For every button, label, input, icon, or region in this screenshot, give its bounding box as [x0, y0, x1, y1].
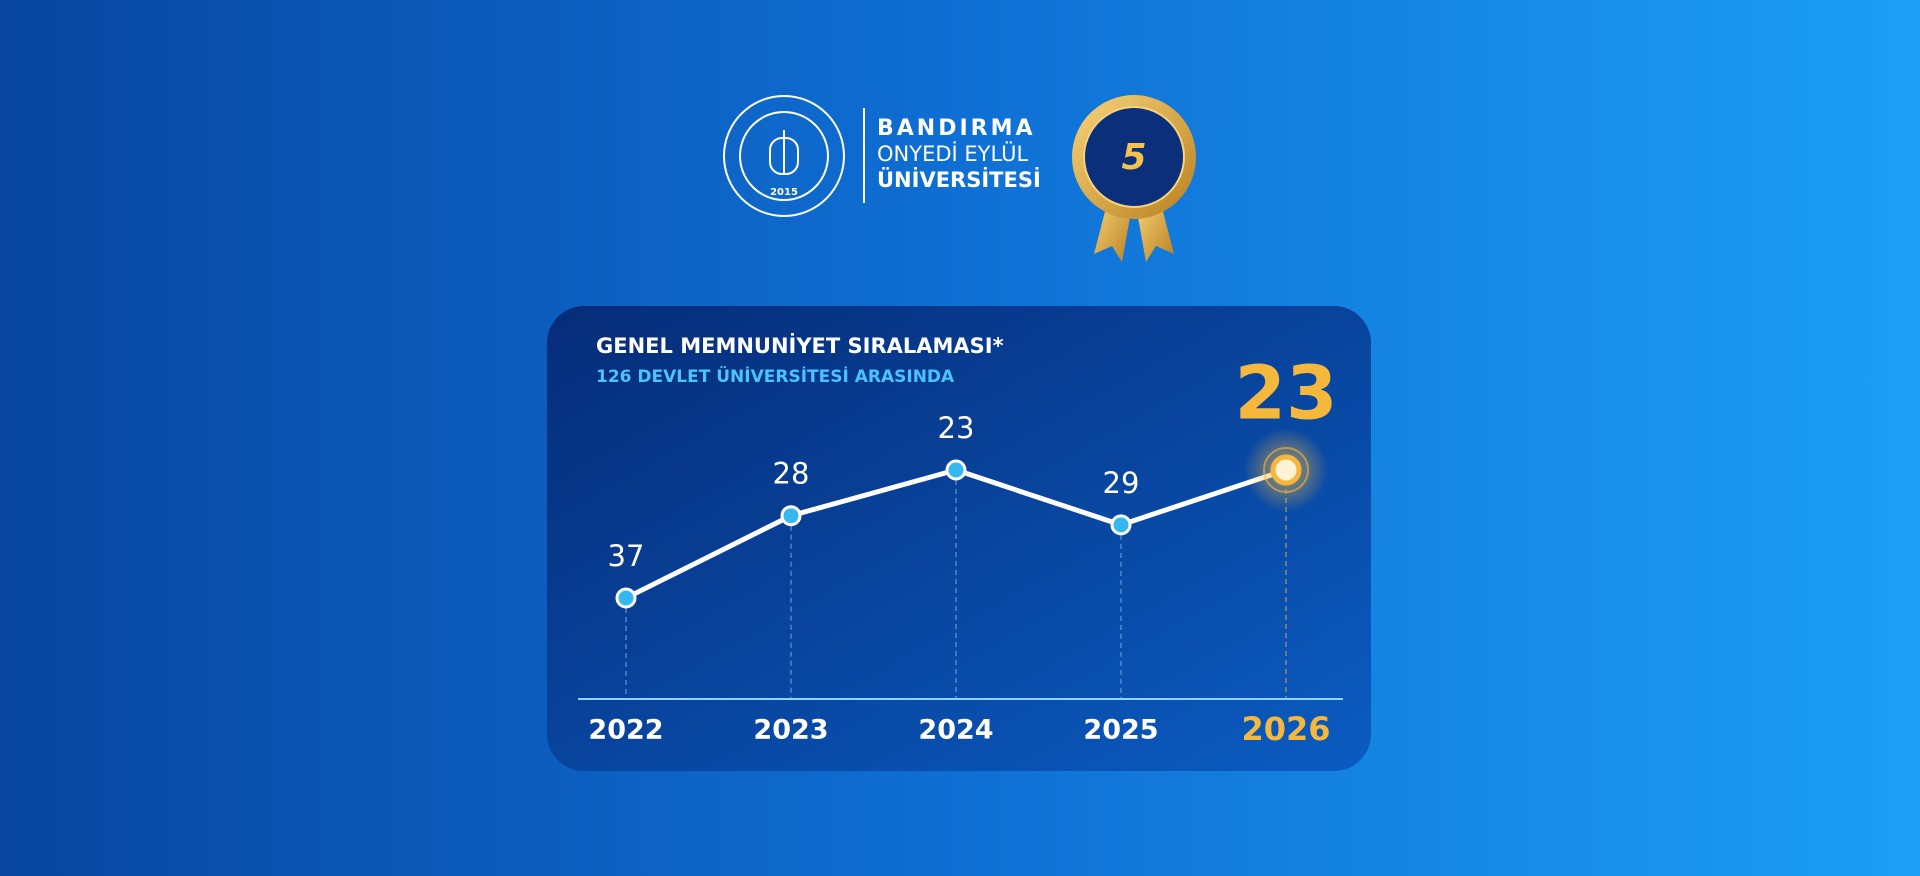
- brand-line: ONYEDİ EYLÜL: [877, 141, 1028, 166]
- x-tick-label: 2023: [753, 715, 828, 746]
- point: [1270, 454, 1302, 486]
- highlight-ring: [1263, 447, 1309, 493]
- value-label: 37: [608, 539, 645, 573]
- point: [1110, 514, 1132, 536]
- brand-line: BANDIRMA: [877, 116, 1036, 141]
- badge-number: 5: [1121, 137, 1146, 178]
- value-label: 23: [938, 411, 975, 445]
- point: [945, 459, 967, 481]
- badge: [1072, 95, 1196, 262]
- point: [780, 505, 802, 527]
- chart-card: [547, 306, 1371, 771]
- value-label: 23: [1235, 351, 1338, 437]
- chart-subtitle: 126 DEVLET ÜNİVERSİTESİ ARASINDA: [596, 365, 955, 387]
- chart-title: GENEL MEMNUNİYET SIRALAMASI*: [596, 333, 1004, 358]
- point: [615, 587, 637, 609]
- logo: [723, 95, 845, 217]
- x-tick-label: 2026: [1241, 710, 1330, 748]
- x-tick-label: 2024: [918, 715, 993, 746]
- x-tick-label: 2025: [1083, 715, 1158, 746]
- value-label: 28: [773, 457, 810, 491]
- logo-year: 2015: [770, 187, 798, 198]
- x-tick-label: 2022: [588, 715, 663, 746]
- value-label: 29: [1103, 466, 1140, 500]
- brand-line: ÜNİVERSİTESİ: [877, 167, 1041, 192]
